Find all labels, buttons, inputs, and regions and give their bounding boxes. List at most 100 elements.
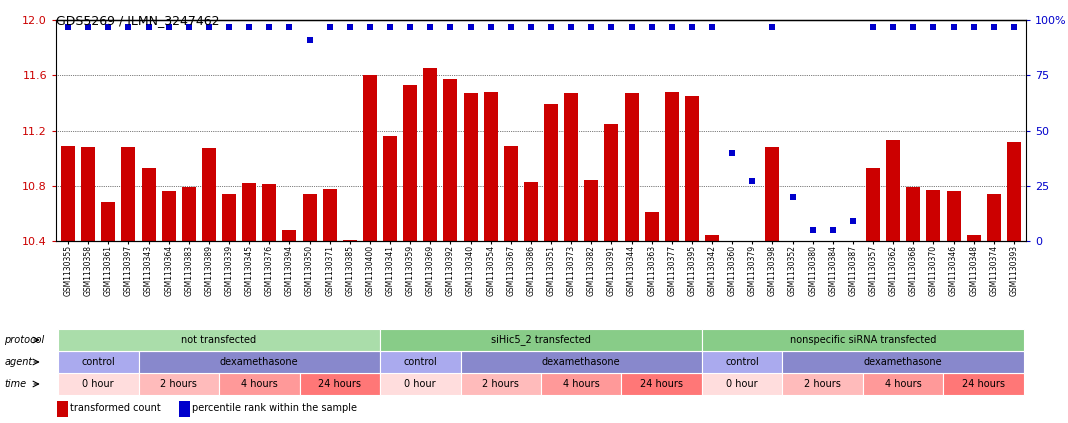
Text: agent: agent bbox=[4, 357, 32, 367]
Point bbox=[583, 23, 600, 30]
Bar bbox=[202, 148, 216, 241]
Point bbox=[623, 23, 640, 30]
Point bbox=[281, 23, 298, 30]
Point bbox=[99, 23, 116, 30]
Point bbox=[764, 23, 781, 30]
Bar bbox=[179, 401, 190, 417]
Bar bbox=[987, 194, 1001, 241]
Bar bbox=[323, 189, 336, 241]
Bar bbox=[464, 93, 477, 241]
Bar bbox=[926, 190, 941, 241]
Point bbox=[240, 23, 257, 30]
Point bbox=[342, 23, 359, 30]
Text: 2 hours: 2 hours bbox=[483, 379, 519, 389]
Point bbox=[663, 23, 680, 30]
Bar bbox=[564, 93, 578, 241]
Bar bbox=[584, 180, 598, 241]
Bar bbox=[544, 104, 559, 241]
Point bbox=[80, 23, 97, 30]
Point bbox=[462, 23, 480, 30]
Text: 2 hours: 2 hours bbox=[804, 379, 842, 389]
Point bbox=[220, 23, 237, 30]
Text: 2 hours: 2 hours bbox=[160, 379, 198, 389]
Bar bbox=[664, 92, 679, 241]
Point bbox=[60, 23, 77, 30]
Bar bbox=[766, 147, 780, 241]
Text: protocol: protocol bbox=[4, 335, 45, 345]
Text: 24 hours: 24 hours bbox=[318, 379, 361, 389]
Point bbox=[986, 23, 1003, 30]
Bar bbox=[846, 241, 860, 280]
Text: 4 hours: 4 hours bbox=[885, 379, 922, 389]
Bar bbox=[725, 241, 739, 260]
Bar bbox=[403, 85, 418, 241]
Bar bbox=[58, 401, 67, 417]
Point bbox=[321, 23, 339, 30]
Text: 0 hour: 0 hour bbox=[82, 379, 114, 389]
Point bbox=[160, 23, 177, 30]
Text: siHic5_2 transfected: siHic5_2 transfected bbox=[491, 335, 591, 346]
Text: time: time bbox=[4, 379, 27, 389]
Text: percentile rank within the sample: percentile rank within the sample bbox=[192, 403, 358, 412]
Bar bbox=[625, 93, 639, 241]
Bar bbox=[645, 212, 659, 241]
Point bbox=[965, 23, 983, 30]
Bar bbox=[504, 146, 518, 241]
Point bbox=[543, 23, 560, 30]
Point bbox=[784, 193, 801, 200]
Text: 0 hour: 0 hour bbox=[405, 379, 436, 389]
Text: 24 hours: 24 hours bbox=[640, 379, 684, 389]
Bar bbox=[263, 184, 277, 241]
Point bbox=[684, 23, 701, 30]
Point bbox=[824, 227, 842, 233]
Point bbox=[502, 23, 519, 30]
Point bbox=[381, 23, 398, 30]
Bar bbox=[785, 241, 800, 266]
Point bbox=[724, 149, 741, 156]
Bar bbox=[946, 191, 960, 241]
Point bbox=[261, 23, 278, 30]
Text: control: control bbox=[725, 357, 759, 367]
Text: dexamethasone: dexamethasone bbox=[864, 357, 943, 367]
Text: nonspecific siRNA transfected: nonspecific siRNA transfected bbox=[790, 335, 937, 345]
Point bbox=[945, 23, 962, 30]
Bar bbox=[101, 202, 115, 241]
Text: 4 hours: 4 hours bbox=[563, 379, 599, 389]
Bar bbox=[484, 92, 498, 241]
Point bbox=[522, 23, 539, 30]
Point bbox=[120, 23, 137, 30]
Point bbox=[603, 23, 621, 30]
Point bbox=[442, 23, 459, 30]
Bar bbox=[142, 168, 156, 241]
Bar bbox=[524, 181, 538, 241]
Point bbox=[884, 23, 901, 30]
Bar bbox=[182, 187, 195, 241]
Bar bbox=[685, 96, 698, 241]
Point bbox=[925, 23, 942, 30]
Bar bbox=[805, 241, 820, 269]
Point bbox=[864, 23, 881, 30]
Bar bbox=[886, 140, 900, 241]
Bar bbox=[866, 168, 880, 241]
Point bbox=[905, 23, 922, 30]
Point bbox=[361, 23, 378, 30]
Bar bbox=[161, 191, 176, 241]
Text: not transfected: not transfected bbox=[182, 335, 256, 345]
Text: dexamethasone: dexamethasone bbox=[220, 357, 299, 367]
Text: transformed count: transformed count bbox=[70, 403, 161, 412]
Bar bbox=[282, 230, 297, 241]
Bar bbox=[81, 147, 95, 241]
Point bbox=[482, 23, 499, 30]
Bar bbox=[907, 187, 921, 241]
Point bbox=[301, 36, 318, 43]
Bar bbox=[363, 75, 377, 241]
Point bbox=[140, 23, 157, 30]
Point bbox=[402, 23, 419, 30]
Text: control: control bbox=[81, 357, 115, 367]
Bar bbox=[242, 183, 256, 241]
Point bbox=[704, 23, 721, 30]
Point bbox=[804, 227, 821, 233]
Bar bbox=[443, 80, 457, 241]
Bar bbox=[383, 136, 397, 241]
Bar bbox=[61, 146, 75, 241]
